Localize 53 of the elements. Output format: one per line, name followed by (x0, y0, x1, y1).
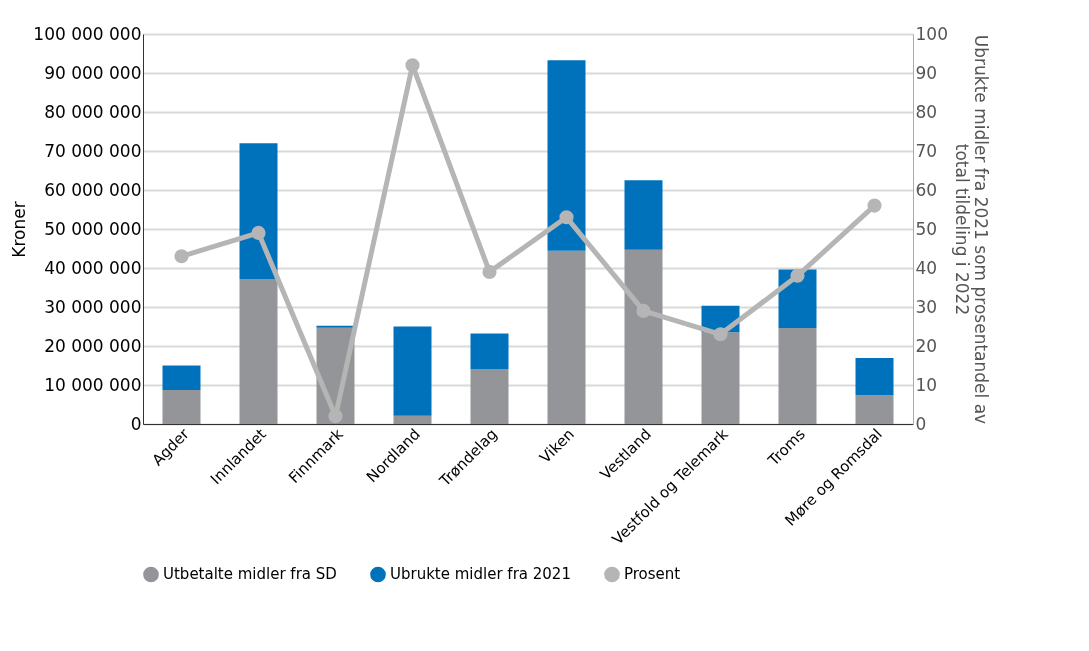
y2-tick-label: 0 (915, 413, 927, 434)
y-tick-label: 20 000 000 (44, 335, 142, 356)
point (559, 210, 574, 225)
y-tick-label: 80 000 000 (44, 101, 142, 122)
point (713, 327, 728, 342)
y-tick-label: 70 000 000 (44, 140, 142, 161)
legend-label: Prosent (624, 565, 681, 584)
bar (624, 249, 663, 424)
y-tick-label: 60 000 000 (44, 179, 142, 200)
bar (701, 332, 740, 424)
y-tick-label: 10 000 000 (44, 374, 142, 395)
bar (470, 333, 509, 370)
y2-tick-label: 70 (915, 140, 938, 161)
point (482, 264, 497, 279)
point (636, 303, 651, 318)
bar (239, 143, 278, 279)
point (251, 225, 266, 240)
bar (162, 365, 201, 391)
bar (547, 250, 586, 424)
bar (393, 415, 432, 424)
y2-tick-label: 80 (915, 101, 938, 122)
y2-tick-label: 100 (915, 23, 948, 44)
bar (393, 326, 432, 416)
bar (547, 60, 586, 251)
y-tick-label: 50 000 000 (44, 218, 142, 239)
bar (855, 358, 894, 396)
y-tick-label: 30 000 000 (44, 296, 142, 317)
y2-axis-title: Ubrukte midler fra 2021 som prosentandel av total tildeling i 2022 (951, 34, 991, 425)
legend-label: Utbetalte midler fra SD (163, 565, 337, 584)
point (328, 409, 343, 424)
y-tick-label: 40 000 000 (44, 257, 142, 278)
y-axis-title: Kroner (9, 201, 30, 258)
bar (778, 328, 817, 424)
point (405, 58, 420, 73)
y2-tick-label: 60 (915, 179, 938, 200)
point (174, 249, 189, 264)
y-tick-label: 0 (130, 413, 142, 434)
point (867, 198, 882, 213)
y2-tick-label: 50 (915, 218, 938, 239)
y2-tick-label: 90 (915, 62, 938, 83)
legend-label: Ubrukte midler fra 2021 (390, 565, 571, 584)
bar (470, 369, 509, 424)
y2-tick-label: 10 (915, 374, 938, 395)
y2-tick-label: 20 (915, 335, 938, 356)
y2-tick-label: 30 (915, 296, 938, 317)
bar (162, 390, 201, 424)
point (790, 268, 805, 283)
y-tick-label: 100 000 000 (33, 23, 142, 44)
bar (239, 278, 278, 424)
y-tick-label: 90 000 000 (44, 62, 142, 83)
bar (624, 180, 663, 250)
bar (855, 395, 894, 424)
y2-tick-label: 40 (915, 257, 938, 278)
